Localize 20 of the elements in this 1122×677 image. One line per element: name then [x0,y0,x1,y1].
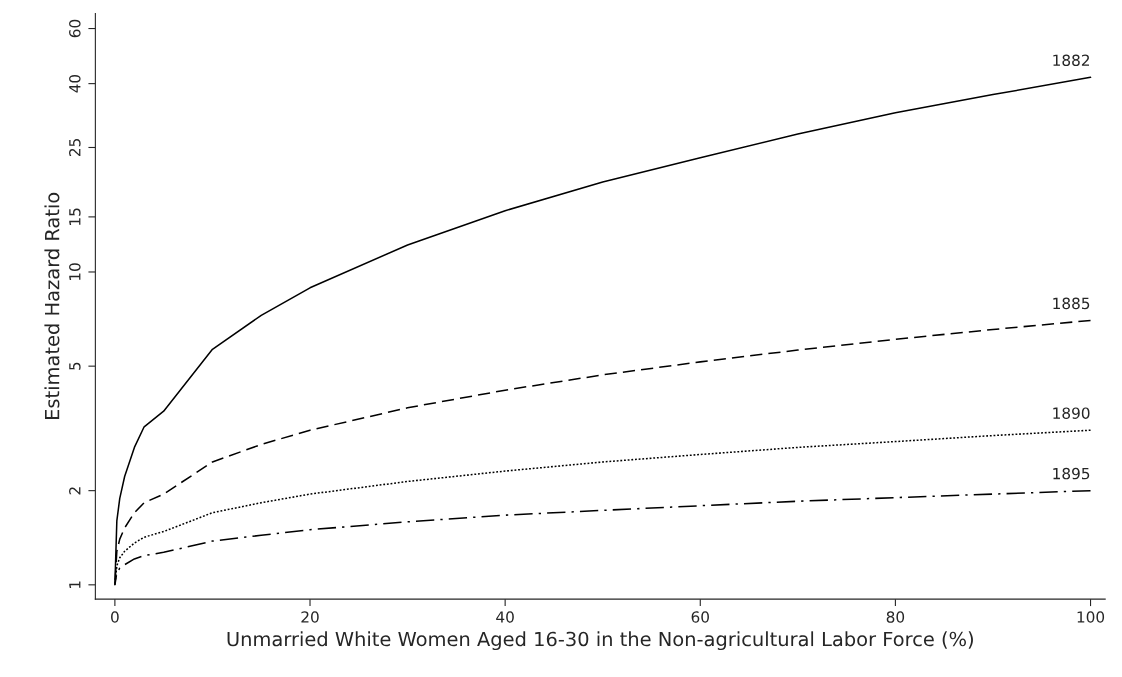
x-tick-label: 20 [301,611,319,623]
x-tick-label: 60 [691,611,709,623]
x-tick-label: 100 [1077,611,1105,623]
y-tick-label: 60 [69,19,81,38]
series-label: 1895 [1053,467,1090,480]
x-axis-title: Unmarried White Women Aged 16-30 in the Non-agricultural Labor Force (%) [227,631,973,651]
x-tick-label: 80 [886,611,905,623]
y-tick-label: 25 [69,139,81,157]
series-label: 1890 [1053,407,1090,419]
x-tick-label: 40 [496,611,514,623]
y-tick-label: 1 [69,581,81,589]
series-label: 1882 [1053,54,1089,67]
x-tick-label: 0 [111,611,119,623]
y-tick-label: 15 [69,208,81,225]
y-tick-label: 40 [69,74,81,93]
y-tick-label: 10 [69,263,81,281]
y-tick-label: 5 [69,362,81,370]
y-tick-label: 2 [69,487,81,495]
y-axis-title: Estimated Hazard Ratio [44,192,60,420]
series-label: 1885 [1053,297,1090,310]
